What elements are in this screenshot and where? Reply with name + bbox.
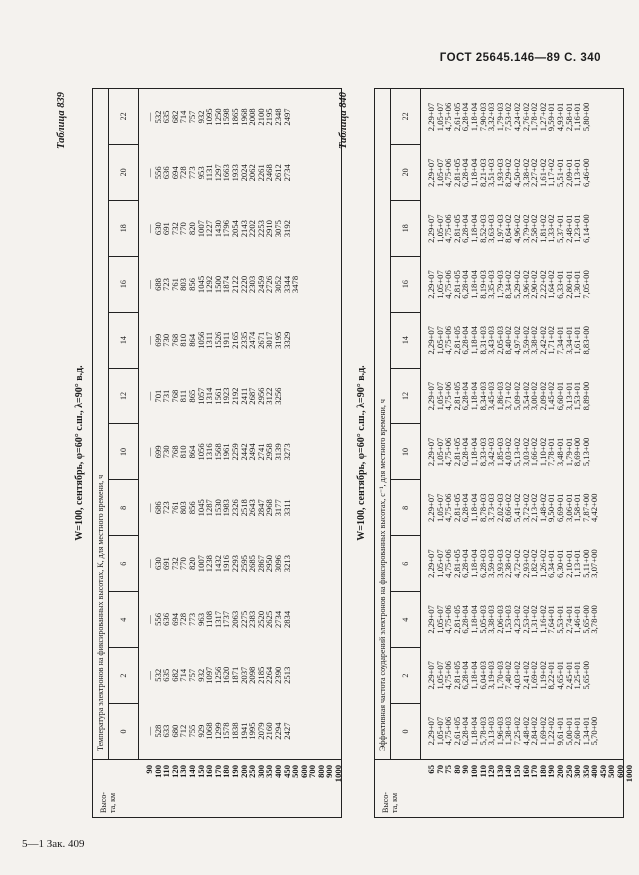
table-caption: Таблица 839 bbox=[56, 92, 67, 149]
values-column-12: 2,29+07 1,05+07 4,75+06 2,81+05 6,28+04 … bbox=[426, 381, 591, 411]
table-body: 90 100 110 120 130 140 150 160 170 180 1… bbox=[139, 89, 344, 817]
table-super-header: Эффективная частота соударений электроно… bbox=[375, 89, 391, 759]
column-header-14: 14 bbox=[109, 311, 138, 368]
data-table: Высо- та, км Температура электронов на ф… bbox=[92, 88, 344, 818]
column-header-2: 2 bbox=[109, 647, 138, 704]
values-column-18: — 630 691 732 770 820 1007 1227 1430 179… bbox=[144, 220, 292, 238]
height-column-label: Высо- та, км bbox=[99, 792, 117, 813]
values-column-18: 2,29+07 1,05+07 4,75+06 2,81+05 6,28+04 … bbox=[426, 214, 591, 243]
values-column-16: — 688 723 761 803 856 1045 1292 1500 187… bbox=[144, 275, 301, 294]
column-header-22: 22 bbox=[119, 112, 128, 121]
column-header-12: 12 bbox=[391, 367, 420, 424]
time-column-headers: 0 2 4 6 8 10 12 14 16 18 20 22 bbox=[109, 89, 139, 759]
height-values-column: 90 100 110 120 130 140 150 160 170 180 1… bbox=[144, 765, 344, 783]
column-header-22: 22 bbox=[401, 112, 410, 121]
column-header-4: 4 bbox=[391, 591, 420, 648]
column-header-18: 18 bbox=[109, 199, 138, 256]
column-header-10: 10 bbox=[109, 423, 138, 480]
values-column-20: — 556 636 694 728 773 953 1131 1297 1663… bbox=[144, 164, 292, 182]
values-column-6: 2,29+07 1,05+07 4,75+06 2,81+05 6,28+04 … bbox=[426, 549, 600, 578]
column-header-16: 16 bbox=[109, 255, 138, 312]
values-column-0: — 528 633 680 712 755 929 1068 1299 1578… bbox=[144, 722, 292, 740]
table-body: 65 70 75 80 90 100 110 120 130 140 150 1… bbox=[421, 89, 634, 817]
column-header-4: 4 bbox=[109, 591, 138, 648]
values-column-12: — 701 731 768 811 865 1057 1314 1561 192… bbox=[144, 387, 283, 405]
values-column-20: 2,29+07 1,05+07 4,75+06 2,81+05 6,28+04 … bbox=[426, 158, 591, 188]
table-regime: W=100, сентябрь, φ=60° с.ш., λ=90° в.д. bbox=[356, 365, 367, 541]
column-header-0: 0 bbox=[391, 703, 420, 759]
values-column-22: 2,29+07 1,05+07 4,75+06 2,61+05 6,28+04 … bbox=[426, 102, 591, 132]
table-839-block: Таблица 839 W=100, сентябрь, φ=60° с.ш.,… bbox=[56, 88, 346, 818]
column-header-10: 10 bbox=[391, 423, 420, 480]
column-header-12: 12 bbox=[109, 367, 138, 424]
values-column-6: — 630 691 732 770 820 1007 1238 1432 191… bbox=[144, 555, 292, 573]
column-header-6: 6 bbox=[391, 535, 420, 592]
column-header-20: 20 bbox=[109, 143, 138, 200]
values-column-22: — 532 635 682 714 757 932 1095 1250 1598… bbox=[144, 108, 292, 126]
values-column-16: 2,29+07 1,05+07 4,75+06 2,81+05 6,28+04 … bbox=[426, 270, 591, 299]
page-footer: 5—1 Зак. 409 bbox=[22, 838, 85, 850]
table-caption: Таблица 840 bbox=[338, 92, 349, 149]
values-column-14: — 699 730 768 810 864 1056 1311 1526 191… bbox=[144, 331, 292, 349]
column-header-6: 6 bbox=[109, 535, 138, 592]
values-column-14: 2,29+07 1,05+07 4,75+06 2,81+05 6,28+04 … bbox=[426, 326, 591, 355]
column-header-18: 18 bbox=[391, 199, 420, 256]
page-header: ГОСТ 25645.146—89 С. 340 bbox=[439, 52, 601, 64]
column-header-20: 20 bbox=[391, 143, 420, 200]
column-header-2: 2 bbox=[391, 647, 420, 704]
column-header-16: 16 bbox=[391, 255, 420, 312]
column-header-8: 8 bbox=[391, 479, 420, 536]
values-column-4: 2,29+07 1,05+07 4,75+06 2,81+05 6,28+04 … bbox=[426, 605, 600, 634]
values-column-4: — 556 636 694 728 773 963 1108 1317 1737… bbox=[144, 610, 292, 629]
table-840-block: Таблица 840 W=100, сентябрь, φ=60° с.ш.,… bbox=[338, 88, 634, 818]
values-column-10: 2,29+07 1,05+07 4,75+06 2,81+05 6,28+04 … bbox=[426, 437, 591, 467]
data-table: Высо- та, км Эффективная частота соударе… bbox=[374, 88, 634, 818]
column-header-14: 14 bbox=[391, 311, 420, 368]
time-column-headers: 0 2 4 6 8 10 12 14 16 18 20 22 bbox=[391, 89, 421, 759]
table-super-header: Температура электронов на фиксированных … bbox=[93, 89, 109, 759]
values-column-10: — 699 730 768 810 864 1056 1316 1568 196… bbox=[144, 443, 292, 461]
height-values-column: 65 70 75 80 90 100 110 120 130 140 150 1… bbox=[426, 765, 634, 783]
values-column-8: 2,29+07 1,05+07 4,75+06 2,81+05 6,28+04 … bbox=[426, 493, 600, 523]
values-column-2: 2,29+07 1,05+07 4,75+06 2,81+05 6,28+04 … bbox=[426, 661, 591, 690]
column-header-0: 0 bbox=[109, 703, 138, 759]
values-column-0: 2,29+07 1,05+07 4,75+06 2,61+05 6,28+04 … bbox=[426, 716, 600, 746]
table-regime: W=100, сентябрь, φ=60° с.ш., λ=90° в.д. bbox=[74, 365, 85, 541]
height-column-label: Высо- та, км bbox=[381, 792, 399, 813]
column-header-8: 8 bbox=[109, 479, 138, 536]
values-column-8: — 686 723 761 803 856 1045 1287 1530 198… bbox=[144, 499, 292, 517]
values-column-2: — 532 635 682 714 757 932 1097 1256 1620… bbox=[144, 666, 292, 684]
